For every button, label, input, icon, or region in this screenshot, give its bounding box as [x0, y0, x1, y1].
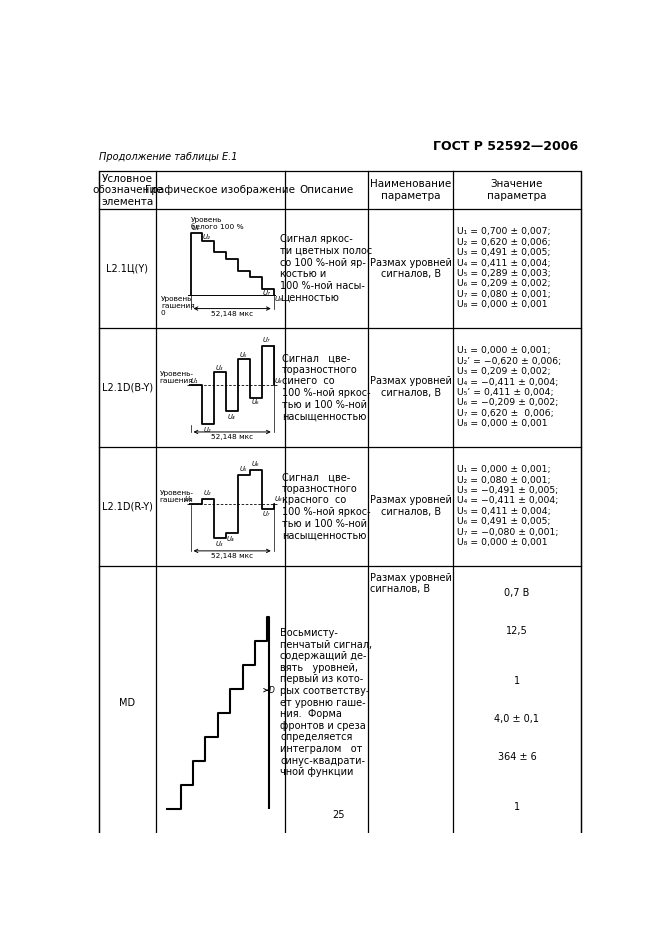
Text: Размах уровней
сигналов, В: Размах уровней сигналов, В — [369, 573, 451, 594]
Text: 25: 25 — [332, 810, 345, 820]
Text: Уровень-
гашения: Уровень- гашения — [160, 490, 194, 503]
Text: Сигнал   цве-
торазностного
красного  со
100 %-ной яркос-
тью и 100 %-ной
насыще: Сигнал цве- торазностного красного со 10… — [282, 472, 371, 540]
Text: 12,5: 12,5 — [506, 626, 528, 636]
Text: U₄: U₄ — [227, 536, 234, 542]
Text: 1: 1 — [514, 801, 520, 812]
Text: ГОСТ Р 52592—2006: ГОСТ Р 52592—2006 — [434, 139, 578, 153]
Text: U₈: U₈ — [274, 297, 282, 302]
Text: 52,148 мкс: 52,148 мкс — [211, 434, 253, 440]
Text: U₆: U₆ — [251, 400, 258, 405]
Text: L2.1Ц(Y): L2.1Ц(Y) — [106, 263, 149, 273]
Text: Продолжение таблицы Е.1: Продолжение таблицы Е.1 — [99, 152, 237, 162]
Text: L2.1D(R-Y): L2.1D(R-Y) — [102, 501, 153, 511]
Text: U₁: U₁ — [191, 226, 199, 231]
Text: U₅: U₅ — [239, 352, 247, 358]
Text: Размах уровней
сигналов, В: Размах уровней сигналов, В — [369, 495, 451, 517]
Text: U₂: U₂ — [203, 234, 211, 240]
Text: Графическое изображение: Графическое изображение — [145, 185, 295, 196]
Text: U₁ = 0,700 ± 0,007;
U₂ = 0,620 ± 0,006;
U₃ = 0,491 ± 0,005;
U₄ = 0,411 ± 0,004;
: U₁ = 0,700 ± 0,007; U₂ = 0,620 ± 0,006; … — [457, 227, 550, 309]
Text: U₃: U₃ — [215, 541, 223, 548]
Text: U₈: U₈ — [275, 496, 282, 503]
Text: 52,148 мкс: 52,148 мкс — [211, 311, 253, 316]
Text: U₂: U₂ — [204, 490, 211, 495]
Text: U₄: U₄ — [227, 414, 235, 419]
Text: U₁: U₁ — [190, 377, 198, 384]
Text: 1: 1 — [514, 676, 520, 686]
Text: Уровень
белого 100 %: Уровень белого 100 % — [191, 217, 244, 230]
Text: Сигнал   цве-
торазностного
синего  со
100 %-ной яркос-
тью и 100 %-ной
насыщенн: Сигнал цве- торазностного синего со 100 … — [282, 353, 371, 421]
Text: Размах уровней
сигналов, В: Размах уровней сигналов, В — [369, 257, 451, 279]
Text: U₅: U₅ — [239, 466, 247, 472]
Text: Восьмисту-
пенчатый сигнал,
содержащий де-
вять   уровней,
первый из кото-
рых с: Восьмисту- пенчатый сигнал, содержащий д… — [280, 628, 372, 777]
Text: U₇: U₇ — [262, 290, 270, 296]
Text: Размах уровней
сигналов, В: Размах уровней сигналов, В — [369, 376, 451, 398]
Text: Условное
обозначение
элемента: Условное обозначение элемента — [92, 173, 163, 207]
Text: U₂: U₂ — [204, 427, 211, 433]
Text: 364 ± 6: 364 ± 6 — [498, 753, 536, 762]
Text: U₆: U₆ — [251, 461, 258, 467]
Text: MD: MD — [120, 697, 136, 708]
Text: 0,7 В: 0,7 В — [504, 588, 529, 598]
Text: Значение
параметра: Значение параметра — [487, 180, 547, 201]
Text: Сигнал яркос-
ти цветных полос
со 100 %-ной яр-
костью и
100 %-ной насы-
щенност: Сигнал яркос- ти цветных полос со 100 %-… — [280, 234, 372, 302]
Text: U₈: U₈ — [275, 377, 282, 384]
Text: D: D — [269, 686, 274, 695]
Text: Уровень
гашения
0: Уровень гашения 0 — [161, 297, 194, 316]
Text: Описание: Описание — [299, 185, 354, 196]
Text: U₁: U₁ — [184, 496, 192, 503]
Text: U₁ = 0,000 ± 0,001;
U₂ = 0,080 ± 0,001;
U₃ = −0,491 ± 0,005;
U₄ = −0,411 ± 0,004: U₁ = 0,000 ± 0,001; U₂ = 0,080 ± 0,001; … — [457, 465, 558, 548]
Text: U₇: U₇ — [263, 337, 270, 344]
Text: U₇: U₇ — [263, 511, 270, 518]
Text: U₁ = 0,000 ± 0,001;
U₂’ = −0,620 ± 0,006;
U₃ = 0,209 ± 0,002;
U₄ = −0,411 ± 0,00: U₁ = 0,000 ± 0,001; U₂’ = −0,620 ± 0,006… — [457, 346, 561, 428]
Text: 4,0 ± 0,1: 4,0 ± 0,1 — [494, 714, 539, 724]
Text: 52,148 мкс: 52,148 мкс — [211, 553, 253, 559]
Text: U₃: U₃ — [215, 365, 223, 371]
Text: L2.1D(B-Y): L2.1D(B-Y) — [102, 382, 153, 392]
Text: Наименование
параметра: Наименование параметра — [370, 180, 451, 201]
Text: Уровень-
гашения: Уровень- гашения — [160, 371, 194, 384]
